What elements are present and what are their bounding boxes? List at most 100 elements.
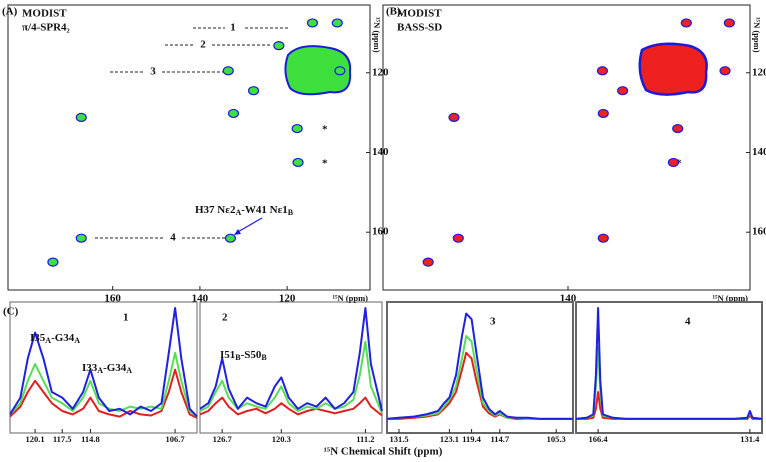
peak bbox=[667, 157, 680, 168]
arrow bbox=[235, 217, 263, 234]
subscript: A bbox=[74, 336, 80, 345]
x-tick-label: 131.4 bbox=[740, 434, 760, 444]
text-part: -G34 bbox=[51, 332, 75, 344]
y-tick-label: 160 bbox=[372, 226, 389, 238]
peak bbox=[448, 112, 460, 123]
x-tick-label: 114.7 bbox=[490, 434, 509, 444]
legend-entry: π/4-SPR4₂ bbox=[22, 22, 71, 34]
x-tick-label: 126.7 bbox=[213, 434, 233, 444]
legend-entry: MODIST bbox=[22, 8, 67, 20]
subscript: B bbox=[235, 353, 241, 362]
spectrum-trace bbox=[199, 340, 383, 414]
strip-label: 1 bbox=[123, 312, 129, 324]
x-axis-title: ¹⁵N (ppm) bbox=[712, 293, 748, 303]
x-tick-label: 160 bbox=[104, 293, 121, 305]
subscript: A bbox=[235, 208, 241, 217]
spectrum-trace bbox=[575, 307, 763, 420]
peak-label: I33A-G34A bbox=[82, 362, 132, 375]
spectrum-trace bbox=[9, 368, 198, 419]
x-tick-label: 111.2 bbox=[356, 434, 374, 444]
subscript: A bbox=[97, 366, 103, 375]
peak bbox=[75, 233, 87, 243]
spectrum-trace bbox=[575, 346, 763, 420]
peak bbox=[273, 41, 285, 51]
peak bbox=[680, 18, 692, 28]
legend-entry: MODIST bbox=[397, 8, 442, 20]
peak bbox=[227, 108, 240, 119]
subscript: A bbox=[126, 366, 132, 375]
peak bbox=[75, 112, 87, 123]
annotation: 3 bbox=[150, 66, 156, 78]
peak bbox=[617, 86, 629, 96]
legend-entry: BASS-SD bbox=[397, 22, 442, 34]
x-axis-title: ¹⁵N (ppm) bbox=[332, 293, 368, 303]
text-part: -S50 bbox=[241, 349, 262, 361]
peak-cluster bbox=[638, 42, 708, 96]
peak bbox=[723, 18, 735, 28]
strip-label: 2 bbox=[222, 312, 228, 324]
spectrum-trace bbox=[9, 351, 198, 418]
strip-frame bbox=[199, 301, 383, 434]
x-tick-label: 106.7 bbox=[165, 434, 185, 444]
text-part: -G34 bbox=[103, 362, 127, 374]
text-part: I35 bbox=[30, 332, 46, 344]
x-tick-label: 120 bbox=[279, 293, 296, 305]
peak bbox=[224, 233, 237, 243]
star: * bbox=[676, 158, 682, 170]
peak bbox=[291, 123, 303, 134]
y-axis-title: ¹⁵N (ppm) bbox=[372, 17, 382, 53]
assignment-label: H37 Nε2A-W41 Nε1B bbox=[195, 204, 294, 217]
x-tick-label: 131.5 bbox=[389, 434, 408, 444]
subscript: A bbox=[45, 336, 51, 345]
assignment-dashes bbox=[95, 27, 290, 239]
peak bbox=[452, 233, 464, 243]
frame-b bbox=[382, 4, 751, 291]
subscript: B bbox=[261, 353, 267, 362]
y-tick-label: 140 bbox=[372, 146, 389, 158]
x-tick-label: 166.4 bbox=[589, 434, 609, 444]
panel-label: (A) bbox=[2, 6, 18, 18]
annotation: 4 bbox=[170, 232, 176, 244]
annotation: 2 bbox=[200, 39, 206, 51]
annotation: 1 bbox=[230, 22, 236, 34]
peak bbox=[719, 66, 731, 76]
peak bbox=[331, 18, 343, 28]
peak-cluster bbox=[284, 45, 352, 96]
x-tick-label: 120.3 bbox=[272, 434, 291, 444]
peak-label: I35A-G34A bbox=[30, 332, 80, 345]
spectrum-trace bbox=[199, 396, 383, 417]
star: * bbox=[322, 158, 328, 170]
peak bbox=[334, 66, 346, 76]
x-tick-label: 117.5 bbox=[53, 434, 72, 444]
y-tick-label: 120 bbox=[752, 66, 766, 78]
frame-a bbox=[7, 4, 371, 291]
text-part: I51 bbox=[220, 349, 235, 361]
x-tick-label: 114.8 bbox=[81, 434, 100, 444]
spectrum-trace bbox=[9, 307, 198, 418]
peak bbox=[47, 257, 59, 267]
strip-frame bbox=[9, 301, 198, 434]
peak bbox=[672, 123, 684, 134]
text-part: I33 bbox=[82, 362, 98, 374]
y-tick-label: 160 bbox=[752, 226, 766, 238]
peak-label: I51B-S50B bbox=[220, 349, 267, 362]
peak bbox=[292, 157, 304, 168]
x-axis-title: ¹⁵N Chemical Shift (ppm) bbox=[324, 446, 443, 458]
panel-label: (C) bbox=[3, 306, 19, 318]
peak bbox=[222, 66, 234, 76]
y-tick-label: 120 bbox=[372, 66, 389, 78]
x-tick-label: 120.1 bbox=[26, 434, 45, 444]
arrow-head bbox=[234, 229, 241, 235]
subscript: B bbox=[288, 208, 294, 217]
text-part: -W41 Nε1 bbox=[241, 204, 288, 216]
x-tick-label: 105.3 bbox=[547, 434, 566, 444]
peak bbox=[596, 66, 609, 76]
x-tick-label: 119.4 bbox=[462, 434, 481, 444]
strip-label: 3 bbox=[490, 316, 496, 328]
peak bbox=[247, 86, 260, 96]
strip-frame bbox=[386, 301, 574, 434]
strip-frame bbox=[575, 301, 763, 434]
y-tick-label: 140 bbox=[752, 146, 766, 158]
peak bbox=[597, 108, 609, 119]
